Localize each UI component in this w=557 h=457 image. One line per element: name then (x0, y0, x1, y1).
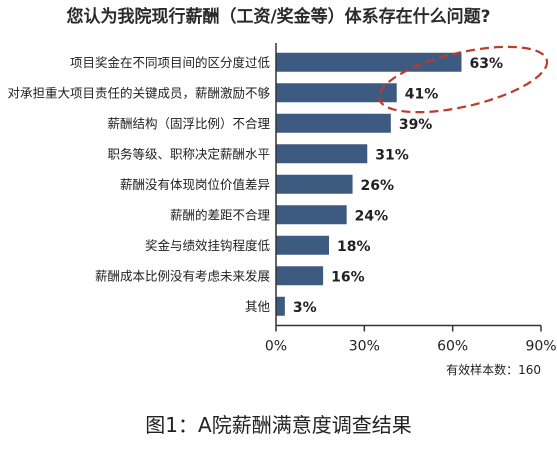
x-tick-label: 60% (437, 339, 468, 355)
value-label: 24% (355, 208, 389, 224)
category-label: 职务等级、职称决定薪酬水平 (107, 146, 270, 161)
x-tick-label: 30% (349, 339, 380, 355)
value-label: 16% (331, 269, 365, 285)
chart-title: 您认为我院现行薪酬（工资/奖金等）体系存在什么问题? (66, 7, 491, 27)
value-label: 41% (405, 86, 439, 102)
category-label: 薪酬的差距不合理 (170, 207, 271, 222)
bar (276, 113, 391, 133)
x-tick-label: 0% (265, 339, 287, 355)
category-label: 其他 (245, 299, 271, 314)
bar (276, 296, 285, 316)
value-label: 63% (470, 56, 504, 72)
category-label: 薪酬成本比例没有考虑未来发展 (95, 268, 270, 283)
figure-caption: 图1：A院薪酬满意度调查结果 (145, 413, 412, 437)
bar (276, 83, 397, 103)
value-label: 31% (375, 147, 409, 163)
bar (276, 174, 353, 194)
value-label: 26% (361, 178, 395, 194)
bar (276, 235, 329, 255)
sample-size-note: 有效样本数：160 (446, 363, 541, 377)
category-label: 薪酬结构（固浮比例）不合理 (107, 116, 270, 131)
category-label: 对承担重大项目责任的关键成员，薪酬激励不够 (7, 85, 270, 100)
x-tick-label: 90% (525, 339, 556, 355)
bar (276, 144, 368, 164)
category-label: 薪酬没有体现岗位价值差异 (120, 177, 270, 192)
value-label: 18% (337, 239, 371, 255)
bar (276, 52, 462, 72)
bar (276, 266, 324, 286)
bar (276, 205, 347, 225)
highlight-ellipse (377, 45, 549, 114)
category-label: 项目奖金在不同项目间的区分度过低 (70, 55, 271, 70)
value-label: 39% (399, 117, 433, 133)
category-label: 奖金与绩效挂钩程度低 (145, 238, 271, 253)
value-label: 3% (293, 300, 317, 316)
